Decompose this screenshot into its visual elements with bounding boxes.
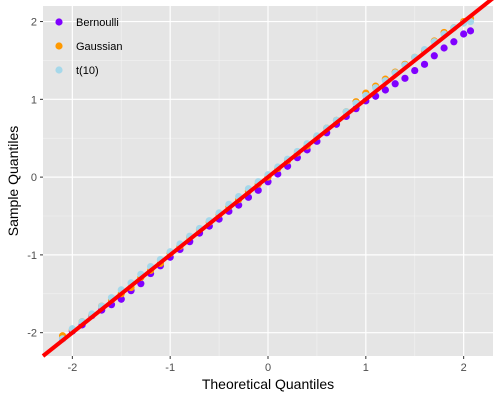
x-tick-label: -1: [165, 362, 175, 374]
y-axis-title: Sample Quantiles: [5, 126, 21, 237]
reference-line: [41, 0, 494, 358]
legend: Bernoulli Gaussian t(10): [55, 17, 122, 77]
legend-item-gaussian: Gaussian: [55, 41, 122, 53]
y-tick-label: 0: [31, 172, 37, 184]
y-tick-label: -2: [27, 328, 37, 340]
x-tick-label: 0: [265, 362, 271, 374]
y-tick-label: -1: [27, 250, 37, 262]
x-axis-title: Theoretical Quantiles: [202, 376, 334, 392]
data-point-bernoulli: [440, 44, 448, 52]
legend-item-bernoulli: Bernoulli: [55, 17, 119, 29]
legend-label-bernoulli: Bernoulli: [76, 17, 119, 29]
data-point-bernoulli: [430, 52, 438, 60]
x-axis-ticks: -2 -1 0 1 2: [67, 356, 467, 374]
data-point-bernoulli: [460, 30, 468, 38]
data-point-bernoulli: [381, 86, 389, 94]
legend-key-bernoulli: [55, 18, 63, 26]
data-point-bernoulli: [401, 74, 409, 82]
x-tick-label: 1: [363, 362, 369, 374]
data-point-bernoulli: [466, 27, 475, 35]
legend-label-gaussian: Gaussian: [76, 41, 122, 53]
y-axis-ticks: -2 -1 0 1 2: [27, 17, 43, 340]
data-point-bernoulli: [450, 38, 458, 46]
x-tick-label: -2: [67, 362, 77, 374]
legend-label-t-10: t(10): [76, 65, 99, 77]
legend-key-gaussian: [55, 42, 63, 50]
data-point-bernoulli: [420, 60, 429, 68]
y-tick-label: 2: [31, 17, 37, 29]
data-point-bernoulli: [411, 66, 419, 75]
legend-item-t-10: t(10): [55, 65, 99, 77]
x-tick-label: 2: [461, 362, 467, 374]
y-tick-label: 1: [31, 94, 37, 106]
legend-key-t-10: [55, 66, 63, 74]
data-point-bernoulli: [391, 80, 399, 88]
